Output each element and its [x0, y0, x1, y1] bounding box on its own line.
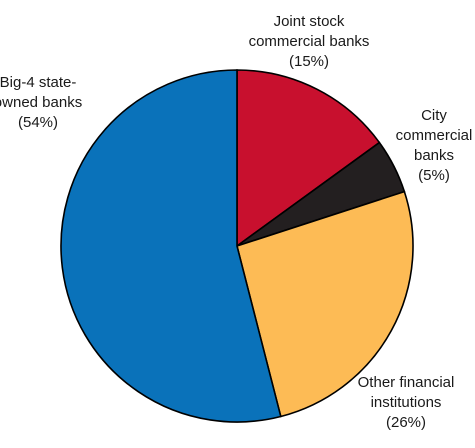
- pie-slice-label-3: Big-4 state-owned banks (54%): [0, 74, 82, 131]
- pie-slice-label-line: (26%): [386, 414, 426, 431]
- pie-slice-label-line: City: [421, 107, 447, 124]
- pie-slice-label-line: (54%): [18, 114, 58, 131]
- pie-slice-label-line: commercial banks: [249, 33, 370, 50]
- pie-slice-label-line: commercial: [396, 127, 473, 144]
- pie-slice-label-line: (15%): [289, 53, 329, 70]
- pie-slices: [60, 69, 414, 423]
- pie-slice-label-line: Joint stock: [274, 13, 345, 30]
- pie-slice-label-line: banks: [414, 147, 454, 164]
- pie-slice-label-2: Other financial institutions (26%): [358, 374, 455, 431]
- pie-slice-0: [236, 69, 381, 248]
- pie-slice-label-line: institutions: [371, 394, 442, 411]
- pie-slice-label-line: Big-4 state-: [0, 74, 76, 91]
- pie-labels: Joint stock commercial banks (15%) City comm…: [0, 13, 472, 431]
- pie-slice-label-line: Other financial: [358, 374, 455, 391]
- pie-slice-2: [236, 190, 414, 418]
- pie-slice-3: [60, 69, 282, 423]
- pie-slice-label-1: City commercial banks (5%): [396, 107, 473, 184]
- pie-slice-label-line: owned banks: [0, 94, 82, 111]
- pie-slice-label-line: (5%): [418, 167, 450, 184]
- pie-slice-label-0: Joint stock commercial banks (15%): [249, 13, 370, 70]
